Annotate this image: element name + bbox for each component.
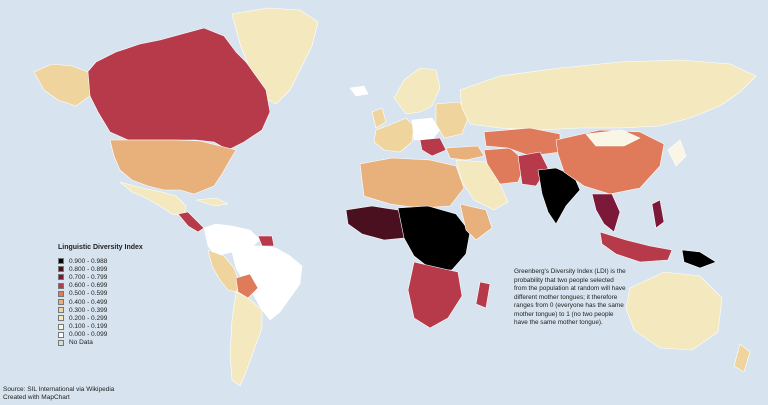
legend-swatch: [58, 323, 64, 330]
legend-swatch: [58, 258, 64, 265]
region-balkans: [419, 137, 447, 157]
region-mongolia: [585, 129, 641, 147]
region-russia: [459, 59, 757, 131]
region-guianas: [257, 235, 275, 247]
legend-item: 0.700 - 0.799: [58, 273, 143, 281]
legend-label: 0.300 - 0.399: [69, 306, 108, 314]
legend-item: 0.800 - 0.899: [58, 265, 143, 273]
region-scandinavia: [393, 67, 441, 115]
region-indonesia: [599, 231, 673, 263]
region-new-zealand: [733, 343, 751, 373]
legend-swatch: [58, 331, 64, 338]
legend-label: 0.700 - 0.799: [69, 273, 108, 281]
region-uk: [371, 107, 387, 129]
legend-item: 0.200 - 0.299: [58, 314, 143, 322]
region-philippines: [651, 199, 665, 229]
region-usa: [109, 139, 237, 195]
legend-items: 0.900 - 0.988 0.800 - 0.899 0.700 - 0.79…: [58, 257, 143, 347]
legend-swatch: [58, 307, 64, 314]
region-india: [537, 167, 581, 225]
legend-label: 0.000 - 0.099: [69, 331, 108, 339]
legend-item: 0.300 - 0.399: [58, 306, 143, 314]
legend: Linguistic Diversity Index 0.900 - 0.988…: [58, 244, 143, 347]
region-southern-cone: [229, 291, 263, 387]
region-turkey: [445, 145, 485, 161]
region-china: [555, 129, 665, 195]
legend-label: 0.100 - 0.199: [69, 323, 108, 331]
region-southern-africa: [407, 261, 463, 329]
region-australia: [625, 271, 723, 351]
region-eastern-europe: [435, 101, 469, 139]
legend-item: No Data: [58, 339, 143, 347]
region-southeast-asia: [591, 193, 621, 233]
region-iceland: [349, 85, 369, 97]
legend-item: 0.000 - 0.099: [58, 331, 143, 339]
region-bolivia: [235, 273, 259, 299]
legend-swatch: [58, 274, 64, 281]
legend-label: 0.400 - 0.499: [69, 298, 108, 306]
source-line: Source: SIL International via Wikipedia: [3, 386, 115, 393]
legend-item: 0.900 - 0.988: [58, 257, 143, 265]
legend-swatch: [58, 339, 64, 346]
source-credits: Source: SIL International via Wikipedia …: [3, 386, 114, 403]
legend-label: 0.200 - 0.299: [69, 314, 108, 322]
legend-item: 0.600 - 0.699: [58, 282, 143, 290]
legend-item: 0.400 - 0.499: [58, 298, 143, 306]
credit-line: Created with MapChart: [3, 394, 70, 402]
legend-swatch: [58, 315, 64, 322]
legend-label: No Data: [69, 339, 93, 347]
legend-swatch: [58, 299, 64, 306]
legend-label: 0.900 - 0.988: [69, 257, 108, 265]
legend-label: 0.600 - 0.699: [69, 282, 108, 290]
region-png: [681, 249, 717, 269]
region-middle-east: [455, 159, 509, 211]
ldi-definition-note: Greenberg's Diversity Index (LDI) is the…: [514, 268, 626, 327]
legend-swatch: [58, 290, 64, 297]
region-caribbean: [195, 197, 229, 207]
region-central-asia: [483, 127, 561, 157]
region-central-africa: [397, 205, 471, 271]
legend-swatch: [58, 282, 64, 289]
legend-item: 0.500 - 0.599: [58, 290, 143, 298]
legend-swatch: [58, 266, 64, 273]
region-east-africa: [459, 203, 493, 241]
legend-label: 0.800 - 0.899: [69, 265, 108, 273]
region-western-europe: [373, 117, 415, 153]
region-central-europe: [411, 117, 441, 141]
region-central-america: [177, 211, 205, 233]
region-alaska: [33, 63, 91, 107]
legend-item: 0.100 - 0.199: [58, 323, 143, 331]
legend-title: Linguistic Diversity Index: [58, 244, 143, 251]
region-madagascar: [475, 281, 491, 309]
region-north-africa: [359, 157, 465, 209]
legend-label: 0.500 - 0.599: [69, 290, 108, 298]
region-japan: [667, 139, 687, 167]
